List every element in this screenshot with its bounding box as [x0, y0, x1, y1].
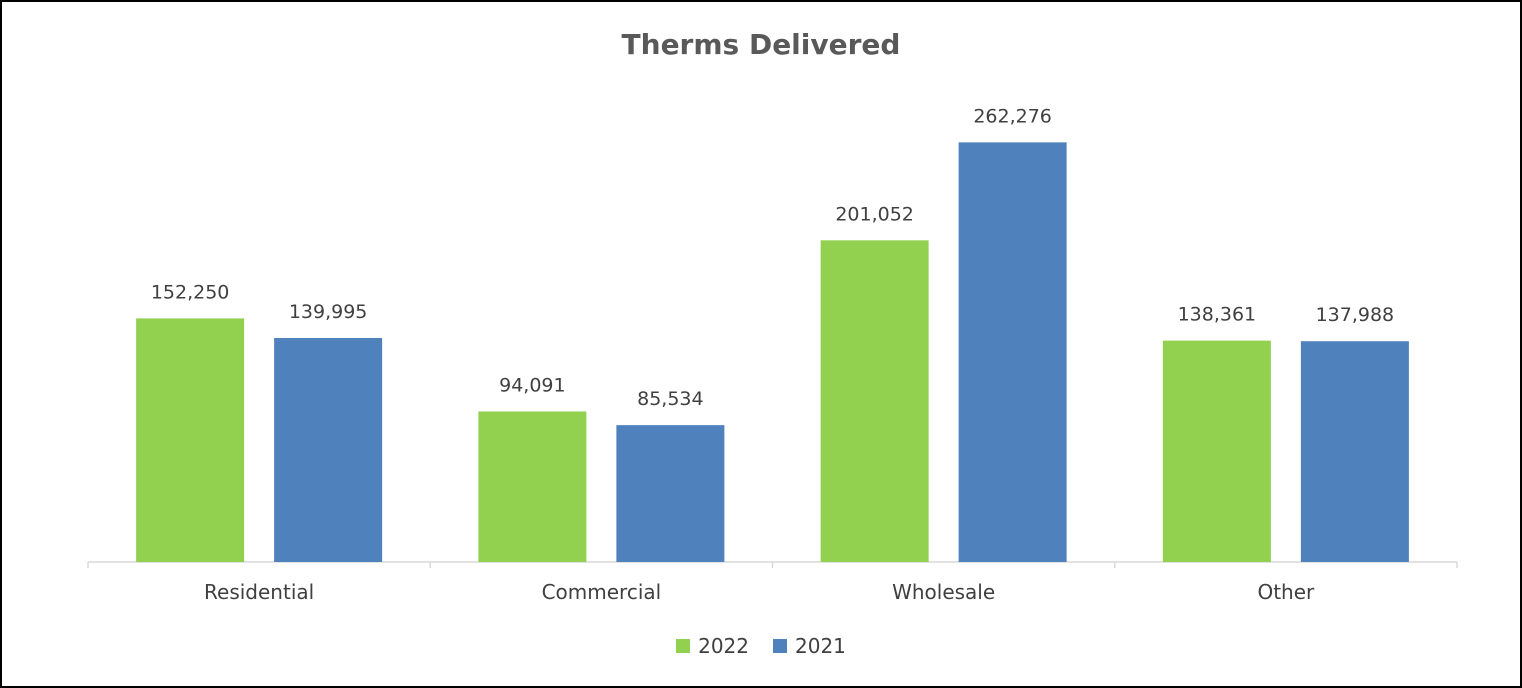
data-label-residential-2022: 152,250	[151, 281, 230, 303]
data-label-other-2021: 137,988	[1316, 304, 1395, 326]
bar-group	[136, 142, 1409, 562]
data-label-wholesale-2021: 262,276	[973, 105, 1052, 127]
legend-label-series-1: 2021	[795, 634, 846, 658]
x-tick-label-residential: Residential	[204, 580, 314, 604]
legend: 2022 2021	[2, 634, 1520, 658]
legend-item-series-1: 2021	[773, 634, 846, 658]
legend-swatch-series-0	[676, 639, 691, 653]
data-label-group: 152,250 139,995 94,091 85,534 201,052 262,276…	[151, 105, 1394, 410]
legend-item-series-0: 2022	[676, 634, 749, 658]
bar-other-2022	[1162, 340, 1271, 562]
bar-wholesale-2022	[820, 240, 929, 562]
x-tick-label-commercial: Commercial	[542, 580, 662, 604]
data-label-commercial-2022: 94,091	[499, 374, 565, 396]
x-tick-label-other: Other	[1257, 580, 1315, 604]
bar-commercial-2022	[478, 411, 587, 562]
data-label-wholesale-2022: 201,052	[835, 203, 914, 225]
legend-label-series-0: 2022	[698, 634, 749, 658]
bar-wholesale-2021	[958, 142, 1067, 562]
data-label-other-2022: 138,361	[1178, 304, 1257, 326]
bar-residential-2022	[136, 318, 245, 562]
chart-title: Therms Delivered	[621, 28, 901, 61]
data-label-residential-2021: 139,995	[289, 301, 368, 323]
bar-commercial-2021	[616, 425, 725, 562]
bar-other-2021	[1300, 341, 1409, 562]
legend-swatch-series-1	[773, 639, 787, 653]
x-axis	[87, 561, 1458, 568]
data-label-commercial-2021: 85,534	[637, 388, 703, 410]
bar-chart-plot: 152,250 139,995 94,091 85,534 201,052 262,276…	[87, 105, 1458, 604]
x-tick-label-wholesale: Wholesale	[892, 580, 995, 604]
x-tick-label-group: Residential Commercial Wholesale Other	[204, 580, 1315, 604]
bar-residential-2021	[274, 338, 383, 562]
